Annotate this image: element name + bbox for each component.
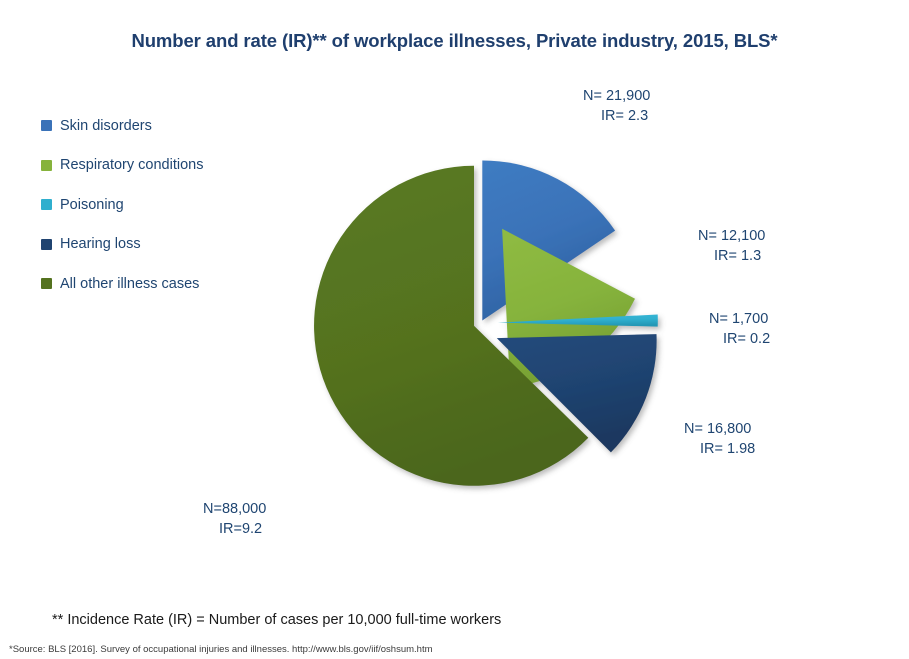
- legend-swatch-icon: [41, 120, 52, 132]
- data-label-ir: IR= 1.3: [714, 248, 762, 264]
- data-label-n: N= 12,100: [698, 228, 766, 244]
- legend-item-respiratory-conditions[interactable]: Respiratory conditions: [41, 146, 281, 186]
- data-label-ir: IR= 1.98: [700, 441, 756, 457]
- data-label-respiratory-conditions: N= 12,100 IR= 1.3: [698, 226, 765, 266]
- legend-label: Poisoning: [60, 196, 124, 213]
- data-label-ir: IR=9.2: [219, 521, 263, 537]
- legend-swatch-icon: [41, 278, 52, 290]
- pie-slice-all-other-illness-cases[interactable]: [314, 165, 589, 486]
- data-label-ir: IR= 0.2: [723, 331, 771, 347]
- data-label-n: N= 1,700: [709, 311, 769, 327]
- footnote-incidence-rate: ** Incidence Rate (IR) = Number of cases…: [52, 612, 502, 628]
- legend-label: All other illness cases: [60, 275, 200, 292]
- footnote-source: *Source: BLS [2016]. Survey of occupatio…: [9, 644, 433, 655]
- legend-swatch-icon: [41, 199, 52, 211]
- pie-slice-poisoning[interactable]: [497, 314, 658, 327]
- legend-label: Respiratory conditions: [60, 157, 204, 173]
- chart-title: Number and rate (IR)** of workplace illn…: [131, 30, 778, 51]
- data-label-n: N= 16,800: [684, 421, 752, 437]
- legend-label: Hearing loss: [60, 236, 141, 252]
- legend-item-skin-disorders[interactable]: Skin disorders: [41, 106, 281, 146]
- legend-swatch-icon: [41, 238, 52, 250]
- legend-item-hearing-loss[interactable]: Hearing loss: [41, 225, 281, 265]
- data-label-n: N=88,000: [203, 501, 267, 517]
- chart-legend: Skin disorders Respiratory conditions Po…: [41, 106, 281, 304]
- pie-slice-hearing-loss[interactable]: [496, 334, 657, 453]
- data-label-all-other-illness-cases: N=88,000 IR=9.2: [203, 499, 266, 539]
- data-label-n: N= 21,900: [583, 88, 651, 104]
- data-label-skin-disorders: N= 21,900 IR= 2.3: [583, 86, 650, 126]
- legend-item-poisoning[interactable]: Poisoning: [41, 185, 281, 225]
- legend-item-all-other-illness-cases[interactable]: All other illness cases: [41, 264, 281, 304]
- data-label-ir: IR= 2.3: [601, 108, 649, 124]
- legend-swatch-icon: [41, 159, 52, 171]
- legend-label: Skin disorders: [60, 117, 152, 134]
- data-label-poisoning: N= 1,700 IR= 0.2: [709, 309, 770, 349]
- data-label-hearing-loss: N= 16,800 IR= 1.98: [684, 419, 755, 459]
